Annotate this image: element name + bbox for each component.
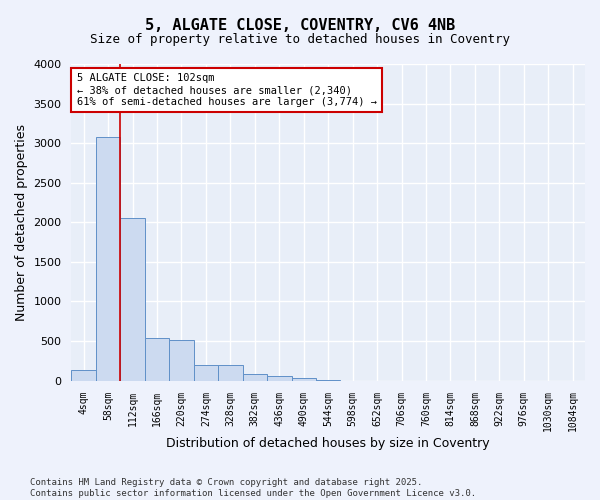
Bar <box>169 340 194 380</box>
Bar <box>292 378 316 380</box>
Text: 5 ALGATE CLOSE: 102sqm
← 38% of detached houses are smaller (2,340)
61% of semi-: 5 ALGATE CLOSE: 102sqm ← 38% of detached… <box>77 74 377 106</box>
Bar <box>71 370 96 380</box>
Bar <box>267 376 292 380</box>
Bar <box>194 365 218 380</box>
X-axis label: Distribution of detached houses by size in Coventry: Distribution of detached houses by size … <box>166 437 490 450</box>
Bar <box>121 218 145 380</box>
Bar <box>242 374 267 380</box>
Bar <box>96 137 121 380</box>
Text: 5, ALGATE CLOSE, COVENTRY, CV6 4NB: 5, ALGATE CLOSE, COVENTRY, CV6 4NB <box>145 18 455 32</box>
Text: Contains HM Land Registry data © Crown copyright and database right 2025.
Contai: Contains HM Land Registry data © Crown c… <box>30 478 476 498</box>
Y-axis label: Number of detached properties: Number of detached properties <box>15 124 28 321</box>
Bar <box>145 338 169 380</box>
Text: Size of property relative to detached houses in Coventry: Size of property relative to detached ho… <box>90 32 510 46</box>
Bar <box>218 365 242 380</box>
